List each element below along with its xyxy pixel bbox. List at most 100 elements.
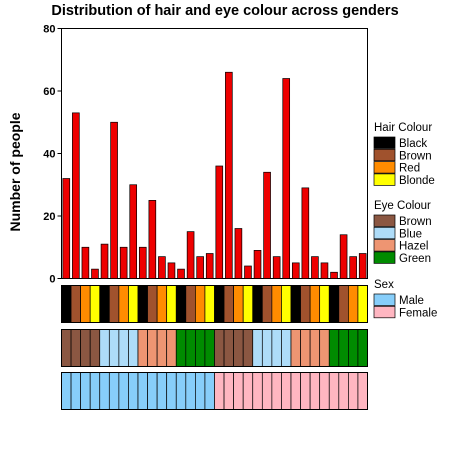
sex-strip-cell [99,372,110,410]
hair-strip-cell [261,285,273,323]
eye-strip-cell [338,329,349,367]
bar [349,256,357,279]
eye-strip-cell [175,329,187,367]
sex-strip-cell [204,372,215,410]
legend-swatch-sex [373,305,396,319]
sex-strip-cell [118,372,129,410]
bar [167,262,176,279]
y-tick-label: 80 [43,24,55,36]
sex-strip-cell [156,372,168,410]
bar [330,271,338,279]
sex-strip-cell [261,372,273,410]
legend-swatch-eye [373,251,396,264]
sex-strip-cell [300,372,311,410]
plot-area [61,28,368,279]
bar [282,78,291,279]
eye-strip-cell [128,329,139,367]
bar [272,256,281,279]
eye-strip-cell [70,329,81,367]
hair-strip-cell [319,285,330,323]
hair-strip-cell [195,285,206,323]
sex-strip-cell [128,372,139,410]
eye-strip-frame [61,329,368,367]
bar [62,178,71,279]
eye-strip-cell [137,329,148,367]
sex-strip-cell [147,372,158,410]
legend-label-hair: Black [399,138,427,150]
sex-strip-cell [290,372,301,410]
eye-strip-cell [195,329,206,367]
hair-strip-cell [118,285,129,323]
eye-strip-cell [309,329,321,367]
sex-strip-cell [108,372,120,410]
chart-title: Distribution of hair and eye colour acro… [51,3,398,19]
hair-strip-cell [223,285,234,323]
sex-strip-cell [357,372,368,410]
sex-strip-cell [252,372,263,410]
bar [358,253,367,279]
legend-label-eye: Blue [399,228,422,240]
sex-strip-cell [214,372,225,410]
eye-strip-cell [185,329,196,367]
eye-strip-cell [166,329,177,367]
eye-strip-cell [108,329,120,367]
y-tick-label: 0 [49,274,55,286]
sex-strip-cell [137,372,148,410]
legend-label-hair: Red [399,163,420,175]
bar [253,250,262,279]
hair-strip-cell [290,285,301,323]
sex-strip-cell [175,372,187,410]
eye-strip-cell [118,329,129,367]
bar [158,256,166,279]
hair-strip-cell [166,285,177,323]
bar [110,121,118,279]
hair-strip-cell [185,285,196,323]
bar [177,268,185,279]
bar [263,171,271,279]
hair-strip-cell [338,285,349,323]
bar [225,71,233,279]
legend-swatch-hair [373,136,396,149]
eye-strip-cell [61,329,72,367]
hair-strip-cell [252,285,263,323]
eye-strip-cell [99,329,110,367]
eye-strip-cell [290,329,301,367]
eye-strip-cell [281,329,292,367]
sex-strip-cell [271,372,282,410]
hair-strip-cell [242,285,254,323]
eye-strip-cell [80,329,91,367]
bar [91,268,99,279]
bar [205,253,214,279]
sex-strip-cell [338,372,349,410]
eye-strip-cell [242,329,254,367]
bar [215,165,224,279]
eye-strip-cell [319,329,330,367]
legend-swatch-hair [373,173,396,186]
eye-strip-cell [271,329,282,367]
hair-strip-cell [137,285,148,323]
hair-strip-cell [147,285,158,323]
bar [100,243,109,279]
hair-strip-cell [61,285,72,323]
hair-strip-cell [214,285,225,323]
bar [311,256,319,279]
hair-strip-cell [281,285,292,323]
sex-strip-cell [242,372,254,410]
plot-frame [61,28,368,279]
eye-strip-cell [204,329,215,367]
sex-strip-frame [61,372,368,410]
hair-strip-cell [89,285,101,323]
y-tick-label: 60 [43,86,55,98]
sex-strip-cell [281,372,292,410]
legend-swatch-eye [373,239,396,252]
legend-label-hair: Brown [399,150,432,162]
hair-strip-cell [348,285,359,323]
hair-strip-cell [128,285,139,323]
sex-strip-cell [348,372,359,410]
sex-strip-cell [319,372,330,410]
bar [244,265,252,279]
legend-label-eye: Green [399,253,431,265]
category-strips [61,285,368,410]
legend-label-hair: Blonde [399,175,435,187]
